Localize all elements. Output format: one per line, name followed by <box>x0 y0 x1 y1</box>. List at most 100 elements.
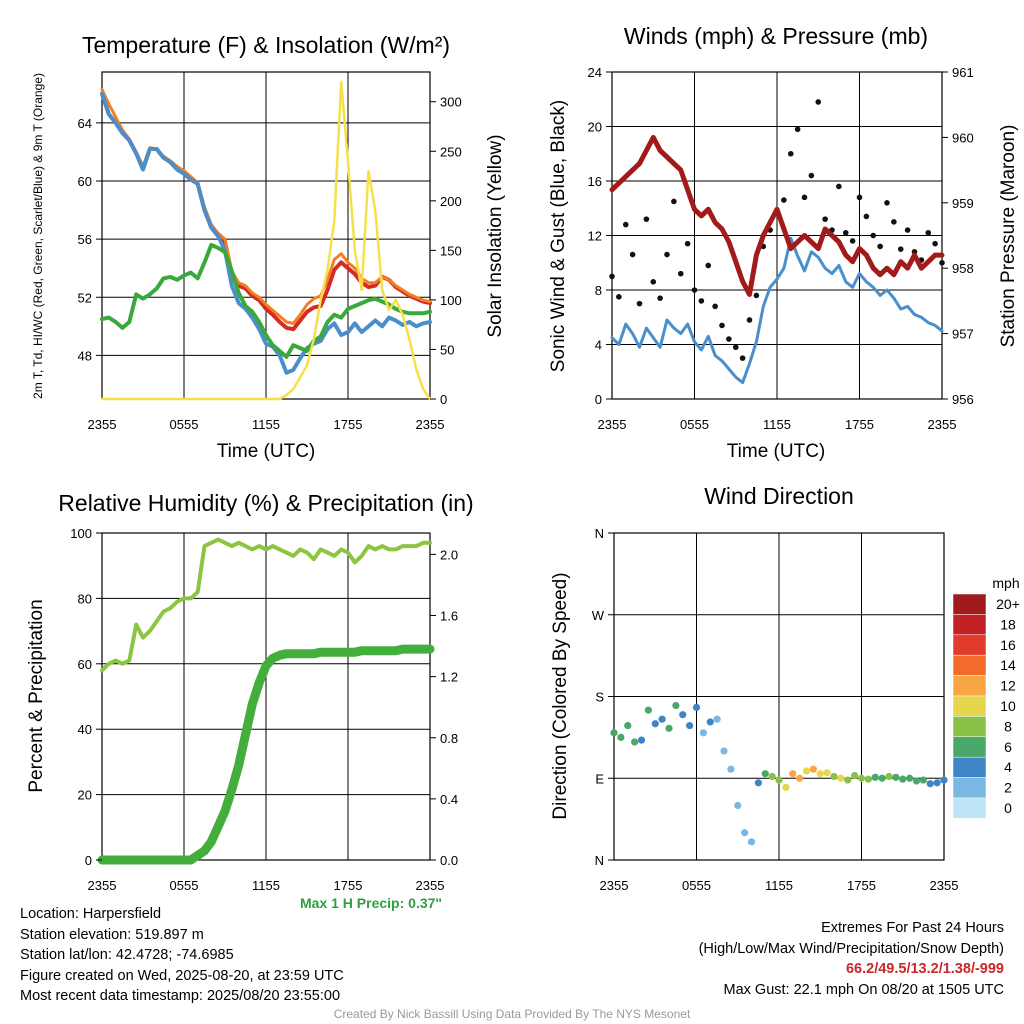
gust-point <box>691 287 698 293</box>
right-y-tick-label: 0.8 <box>440 731 458 746</box>
wind-direction-point <box>871 773 879 781</box>
station-pressure-line <box>609 134 945 297</box>
wind-direction-point <box>644 706 652 714</box>
wind-direction-point <box>802 767 811 775</box>
wind-direction-point <box>679 711 687 719</box>
wind-direction-point <box>837 774 845 782</box>
max-gust: Max Gust: 22.1 mph On 08/20 at 1505 UTC <box>723 981 1004 998</box>
heat-index-wind-chill-line <box>100 91 432 375</box>
wind-direction-point <box>823 769 831 777</box>
winds-left-axis-label: Sonic Wind & Gust (Blue, Black) <box>548 100 569 372</box>
wind-direction-point <box>624 721 632 730</box>
wind-direction-point <box>651 720 659 728</box>
extremes-heading: Extremes For Past 24 Hours <box>821 920 1004 936</box>
wind-direction-point <box>658 715 666 723</box>
wind-direction-point <box>637 736 646 744</box>
colorbar-label: 16 <box>1000 637 1016 653</box>
extremes-summary: Extremes For Past 24 Hours (High/Low/Max… <box>699 918 1004 1000</box>
gust-point <box>657 295 663 301</box>
wind-direction-point <box>789 770 797 778</box>
wind-direction-x-ticks: 2355 0555 1155 1755 2355 <box>600 878 959 893</box>
wind-direction-y-ticks: N E S W N <box>592 526 614 868</box>
sonic-wind-line <box>610 236 944 385</box>
y-tick-label: 64 <box>78 116 92 131</box>
wind-direction-point <box>768 772 776 781</box>
gust-point <box>925 229 932 236</box>
colorbar-label: 18 <box>1000 616 1016 632</box>
wind-direction-point <box>851 771 859 780</box>
gust-point <box>677 270 684 277</box>
wind-direction-grid <box>614 533 944 860</box>
gust-point <box>746 317 753 323</box>
colorbar-label: 6 <box>1004 739 1012 755</box>
right-y-tick-label: 0.0 <box>440 853 458 868</box>
gust-point <box>739 355 746 361</box>
station-latlon: Station lat/lon: 42.4728; -74.6985 <box>20 947 234 963</box>
wind-direction-point <box>692 703 701 712</box>
gust-point <box>877 243 883 250</box>
x-tick-label: 1755 <box>334 878 363 893</box>
wind-direction-point <box>796 774 804 782</box>
gust-point <box>726 336 732 342</box>
colorbar-swatch <box>952 716 987 738</box>
station-elevation: Station elevation: 519.897 m <box>20 926 204 943</box>
gust-point <box>629 251 636 258</box>
wind-direction-point <box>892 773 900 781</box>
gust-point <box>897 246 904 252</box>
credit-line: Created By Nick Bassill Using Data Provi… <box>333 1007 691 1021</box>
y-tick-label: S <box>595 690 604 705</box>
humidity-series <box>97 537 435 865</box>
wind-direction-point <box>816 770 824 778</box>
y-tick-label: 56 <box>78 232 92 247</box>
station-info: Location: Harpersfield Station elevation… <box>20 904 344 1007</box>
wind-direction-panel: Wind Direction Direction (Colored By Spe… <box>550 483 1020 893</box>
gust-point <box>849 238 856 244</box>
colorbar-label: 0 <box>1004 800 1012 816</box>
gust-point <box>684 240 691 247</box>
gust-point <box>794 126 801 133</box>
wind-direction-panel-title: Wind Direction <box>704 483 854 509</box>
x-tick-label: 0555 <box>170 417 199 432</box>
gust-point <box>698 298 705 304</box>
humidity-left-axis-label: Percent & Precipitation <box>26 599 47 792</box>
x-tick-label: 1155 <box>763 417 791 432</box>
y-tick-label: 8 <box>595 283 602 298</box>
y-tick-label: 0 <box>85 853 92 868</box>
gust-point <box>719 322 725 329</box>
wind-direction-point <box>912 777 921 785</box>
colorbar-swatch <box>952 797 987 819</box>
winds-panel: Winds (mph) & Pressure (mb) Time (UTC) S… <box>548 23 1019 462</box>
wind-direction-point <box>906 774 914 782</box>
colorbar-swatch <box>952 634 987 656</box>
extremes-values: 66.2/49.5/13.2/1.38/-999 <box>845 961 1004 977</box>
right-y-tick-label: 2.0 <box>440 547 458 562</box>
wind-direction-point <box>933 779 941 787</box>
x-tick-label: 2355 <box>88 878 117 893</box>
gust-point <box>856 194 863 201</box>
y-tick-label: N <box>595 853 604 868</box>
x-tick-label: 2355 <box>930 878 959 893</box>
gust-point <box>808 172 815 179</box>
max-hourly-precip: Max 1 H Precip: 0.37" <box>300 895 443 911</box>
colorbar-label: 10 <box>1000 698 1016 714</box>
wind-direction-point <box>809 765 817 773</box>
wind-direction-point <box>899 775 907 783</box>
wind-direction-series <box>610 701 948 846</box>
x-tick-label: 1755 <box>845 417 874 432</box>
x-tick-label: 2355 <box>88 417 117 432</box>
recent-timestamp: Most recent data timestamp: 2025/08/20 2… <box>20 988 341 1004</box>
colorbar-swatch <box>952 593 987 615</box>
gust-point <box>870 232 877 239</box>
wind-direction-point <box>761 770 769 778</box>
gust-point <box>904 227 911 233</box>
figure-created: Figure created on Wed, 2025-08-20, at 23… <box>20 967 344 984</box>
temperature-grid <box>102 72 430 399</box>
winds-x-axis-label: Time (UTC) <box>727 441 826 462</box>
right-y-tick-label: 50 <box>440 342 454 357</box>
x-tick-label: 2355 <box>928 417 957 432</box>
gust-point <box>891 219 897 225</box>
right-y-tick-label: 200 <box>440 194 462 209</box>
wind-direction-point <box>699 729 707 737</box>
gust-point <box>836 183 842 190</box>
y-tick-label: 100 <box>70 526 92 541</box>
